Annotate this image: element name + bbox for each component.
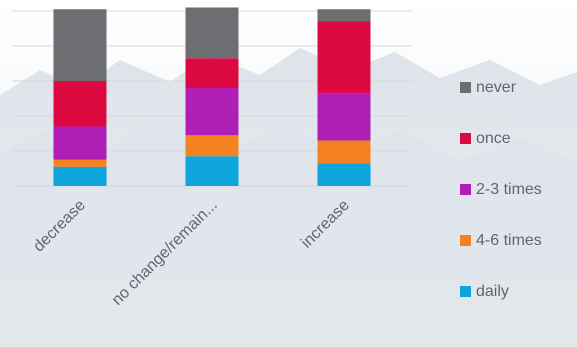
chart-legend: never once 2-3 times 4-6 times daily — [460, 62, 542, 317]
bar-segment-never-1 — [185, 7, 239, 59]
bar-segment-never-0 — [53, 9, 107, 81]
legend-label: once — [476, 129, 511, 147]
legend-item-daily: daily — [460, 266, 542, 317]
legend-swatch — [460, 235, 471, 246]
bar-segment-daily-2 — [317, 163, 371, 186]
legend-label: 2-3 times — [476, 180, 542, 198]
bar-segment-4-6-times-1 — [185, 135, 239, 157]
bar-segment-2-3-times-1 — [185, 88, 239, 136]
legend-swatch — [460, 286, 471, 297]
bar-segment-daily-0 — [53, 166, 107, 186]
bar-segment-4-6-times-2 — [317, 140, 371, 164]
category-label: decrease — [30, 197, 89, 256]
bar-segment-2-3-times-2 — [317, 93, 371, 141]
legend-swatch — [460, 82, 471, 93]
legend-swatch — [460, 133, 471, 144]
category-label: increase — [298, 197, 353, 252]
legend-item-2-3-times: 2-3 times — [460, 164, 542, 215]
bar-segment-never-2 — [317, 9, 371, 22]
bar-segment-daily-1 — [185, 156, 239, 186]
legend-label: daily — [476, 282, 509, 300]
legend-label: 4-6 times — [476, 231, 542, 249]
legend-item-once: once — [460, 113, 542, 164]
legend-swatch — [460, 184, 471, 195]
legend-label: never — [476, 78, 517, 96]
bar-segment-2-3-times-0 — [53, 126, 107, 160]
bar-segment-once-2 — [317, 21, 371, 94]
bar-segment-4-6-times-0 — [53, 159, 107, 167]
bar-segment-once-1 — [185, 58, 239, 88]
category-label: no change/remain... — [109, 197, 221, 309]
legend-item-4-6-times: 4-6 times — [460, 215, 542, 266]
legend-item-never: never — [460, 62, 542, 113]
bar-segment-once-0 — [53, 81, 107, 127]
